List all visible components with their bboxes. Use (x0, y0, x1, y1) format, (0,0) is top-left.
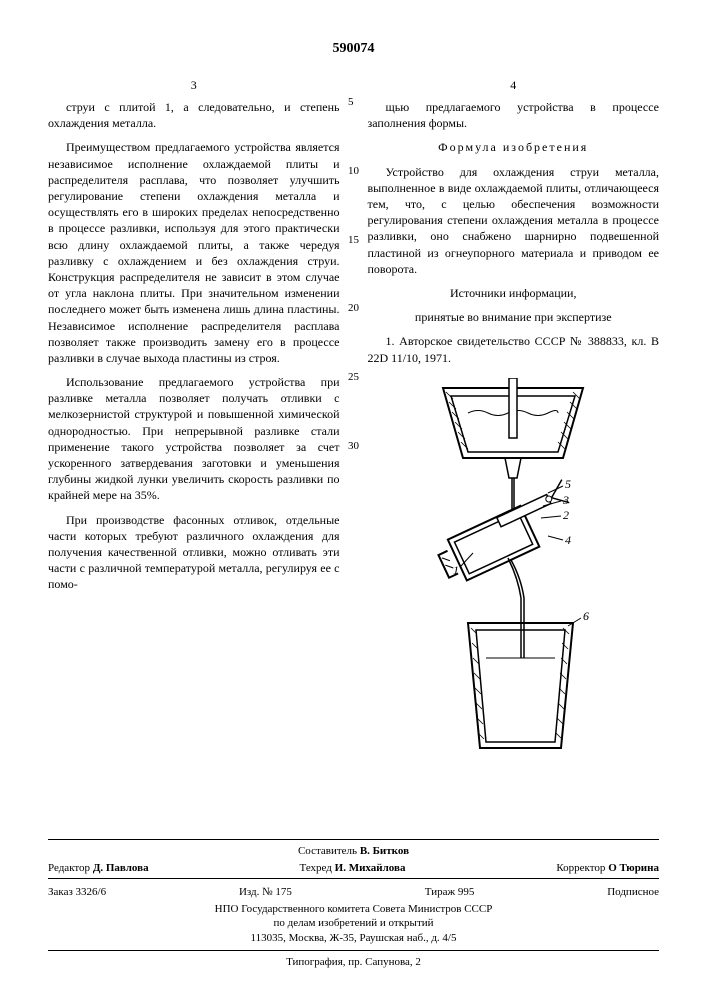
corr-name: О Тюрина (608, 862, 659, 874)
editor-name: Д. Павлова (93, 862, 149, 874)
address: 113035, Москва, Ж-35, Раушская наб., д. … (48, 931, 659, 946)
composer-label: Составитель (298, 845, 357, 857)
podpisnoe: Подписное (607, 885, 659, 900)
fig-label-5: 5 (565, 477, 571, 491)
fig-label-1: 1 (453, 563, 459, 577)
para: струи с плитой 1, а следовательно, и сте… (48, 99, 340, 131)
fig-label-4: 4 (565, 533, 571, 547)
line-num: 30 (348, 439, 359, 454)
tech-name: И. Михайлова (335, 862, 406, 874)
org-line-1: НПО Государственного комитета Совета Мин… (48, 902, 659, 917)
col-number-left: 3 (48, 77, 340, 93)
fig-label-3: 3 (562, 493, 569, 507)
sources-subtitle: принятые во внимание при экспертизе (368, 309, 660, 325)
order-number: Заказ 3326/6 (48, 885, 106, 900)
line-num: 25 (348, 370, 359, 385)
line-num: 20 (348, 301, 359, 316)
patent-number: 590074 (48, 40, 659, 59)
izd-number: Изд. № 175 (239, 885, 292, 900)
line-num: 15 (348, 233, 359, 248)
patent-figure: 5 3 2 4 1 (368, 378, 660, 762)
right-column: 4 щью предлагаемого устройства в процесс… (368, 77, 660, 762)
para: щью предлагаемого устройства в процессе … (368, 99, 660, 131)
fig-label-6: 6 (583, 609, 589, 623)
tech-label: Техред (300, 862, 332, 874)
org-line-2: по делам изобретений и открытий (48, 916, 659, 931)
fig-label-2: 2 (563, 508, 569, 522)
footer: Составитель В. Битков Редактор Д. Павлов… (48, 839, 659, 970)
para: Использование предлагаемого устройства п… (48, 374, 340, 504)
line-num: 10 (348, 164, 359, 179)
editor-label: Редактор (48, 862, 90, 874)
para: При производстве фасонных отливок, отдел… (48, 512, 340, 593)
composer-name: В. Битков (360, 845, 409, 857)
col-number-right: 4 (368, 77, 660, 93)
text-columns: 5 10 15 20 25 30 3 струи с плитой 1, а с… (48, 77, 659, 762)
figure-svg: 5 3 2 4 1 (413, 378, 613, 758)
para: Преимуществом предлагаемого устройства я… (48, 139, 340, 366)
sources-title: Источники информации, (368, 285, 660, 301)
corr-label: Корректор (556, 862, 605, 874)
left-column: 3 струи с плитой 1, а следовательно, и с… (48, 77, 340, 762)
tirazh: Тираж 995 (425, 885, 475, 900)
line-numbers: 5 10 15 20 25 30 (348, 95, 359, 454)
formula-title: Формула изобретения (368, 139, 660, 155)
line-num: 5 (348, 95, 359, 110)
para: 1. Авторское свидетельство СССР № 388833… (368, 333, 660, 365)
para: Устройство для охлаждения струи металла,… (368, 164, 660, 277)
typography: Типография, пр. Сапунова, 2 (48, 951, 659, 970)
